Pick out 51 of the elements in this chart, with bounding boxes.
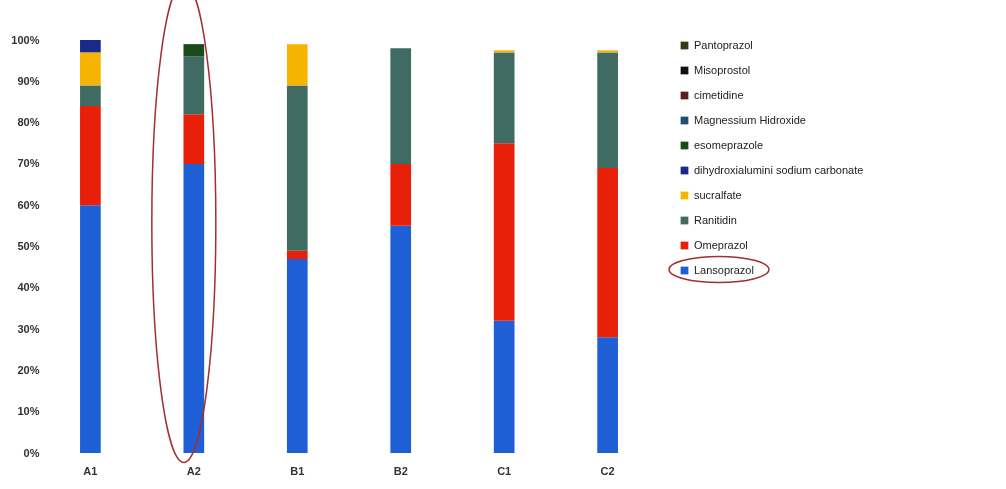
- x-tick-label: C1: [497, 464, 512, 477]
- bar: [597, 168, 618, 338]
- legend-label: Misoprostol: [694, 63, 751, 76]
- y-tick-label: 60%: [17, 198, 40, 211]
- bar: [597, 337, 618, 453]
- bar: [286, 44, 308, 86]
- bar: [286, 258, 308, 453]
- bar: [80, 40, 101, 53]
- y-tick-label: 40%: [17, 281, 40, 294]
- bar: [390, 225, 412, 453]
- bar: [183, 114, 205, 164]
- bar: [390, 48, 412, 164]
- x-tick-label: A2: [186, 464, 201, 477]
- x-tick-label: C2: [600, 464, 615, 477]
- bar: [286, 85, 308, 251]
- y-tick-label: 100%: [11, 33, 40, 46]
- bar: [80, 205, 101, 453]
- y-tick-label: 10%: [17, 405, 40, 418]
- legend-label: Lansoprazol: [694, 263, 754, 276]
- bar: [183, 56, 205, 115]
- bar: [493, 50, 515, 53]
- legend-label: Ranitidin: [694, 213, 737, 226]
- x-tick-label: B1: [290, 464, 305, 477]
- bar: [80, 85, 101, 107]
- y-tick-label: 50%: [17, 240, 40, 252]
- legend-label: sucralfate: [694, 188, 742, 201]
- legend-label: Magnessium Hidroxide: [694, 113, 806, 126]
- y-tick-label: 30%: [17, 322, 40, 335]
- bar: [183, 163, 205, 453]
- y-tick-label: 70%: [17, 157, 40, 170]
- legend-label: dihydroxialumini sodium carbonate: [694, 163, 864, 176]
- bar: [597, 50, 618, 53]
- legend-label: Omeprazol: [694, 238, 748, 251]
- y-tick-label: 80%: [17, 116, 40, 129]
- bar: [80, 52, 101, 86]
- y-tick-label: 0%: [23, 446, 40, 459]
- y-tick-label: 20%: [17, 363, 40, 376]
- legend-label: esomeprazole: [694, 138, 764, 151]
- legend-label: cimetidine: [694, 88, 744, 101]
- bar: [390, 163, 412, 226]
- bar: [183, 44, 205, 57]
- bar: [493, 320, 515, 453]
- bar: [493, 52, 515, 144]
- bar: [493, 143, 515, 321]
- y-tick-label: 90%: [17, 74, 40, 87]
- bar: [597, 52, 618, 169]
- legend-label: Pantoprazol: [694, 38, 753, 51]
- x-tick-label: A1: [83, 464, 98, 477]
- x-tick-label: B2: [393, 464, 408, 477]
- bar: [286, 250, 308, 259]
- bar: [80, 106, 101, 206]
